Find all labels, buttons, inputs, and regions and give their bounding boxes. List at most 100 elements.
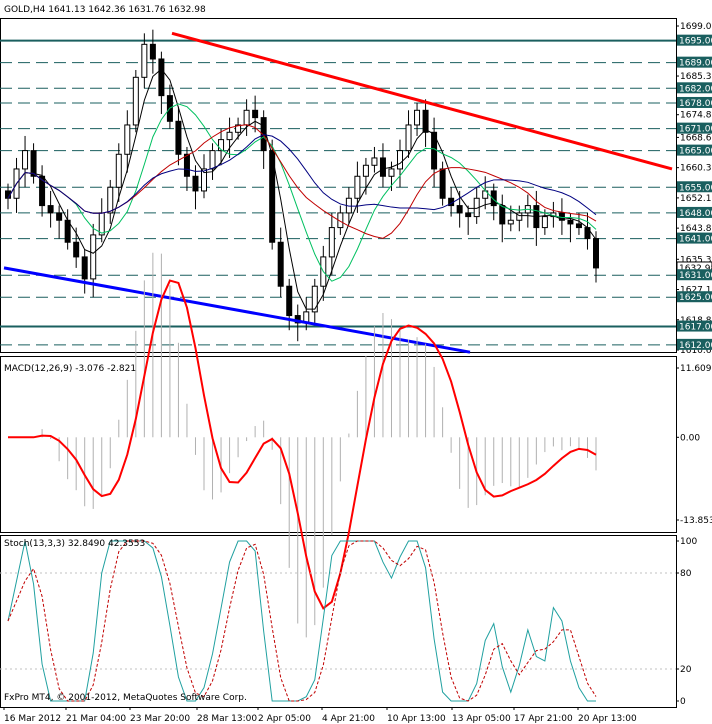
candle-body xyxy=(192,175,199,192)
copyright-text: FxPro MT4, © 2001-2012, MetaQuotes Softw… xyxy=(4,693,247,703)
y-tick-label: 1668.60 xyxy=(680,133,712,143)
candle-body xyxy=(575,223,582,229)
y-tick-label: 1627.10 xyxy=(680,286,712,296)
x-tick-label: 23 Mar 20:00 xyxy=(130,714,190,724)
candle-body xyxy=(541,216,548,229)
candle-body xyxy=(73,241,80,258)
macd-header: MACD(12,26,9) -3.076 -2.821 xyxy=(4,364,137,374)
candle-body xyxy=(499,205,506,225)
x-tick-label: 16 Mar 2012 xyxy=(4,714,61,724)
level-label-box xyxy=(677,291,712,303)
level-label: 1631.00 xyxy=(679,271,712,281)
y-tick-label: 1635.35 xyxy=(680,255,712,265)
macd-tick-label: 0.00 xyxy=(680,433,700,443)
candle-body xyxy=(269,150,276,243)
candle-body xyxy=(30,150,37,177)
stoch-tick-label: 100 xyxy=(680,537,697,547)
stoch-tick-label: 20 xyxy=(680,665,692,675)
candle-body xyxy=(439,168,446,199)
candle-body xyxy=(516,212,523,221)
main-panel-frame xyxy=(0,18,677,353)
candle-body xyxy=(218,139,225,152)
candle-body xyxy=(456,205,463,214)
candle-body xyxy=(81,256,88,280)
candle-body xyxy=(328,227,335,258)
candle-body xyxy=(226,131,233,141)
level-label: 1682.00 xyxy=(679,84,712,94)
x-tick-label: 4 Apr 21:00 xyxy=(322,714,375,724)
level-label: 1632.98 xyxy=(679,264,712,274)
macd-panel-frame xyxy=(0,356,677,533)
candle-body xyxy=(379,157,386,177)
stoch-panel-frame xyxy=(0,535,677,708)
level-label-box xyxy=(677,96,712,108)
level-label: 1648.00 xyxy=(679,209,712,219)
level-label-box xyxy=(677,56,712,68)
level-label-box xyxy=(677,320,712,332)
candle-body xyxy=(39,175,46,207)
resistance-trendline xyxy=(171,31,673,171)
candle-body xyxy=(124,124,131,155)
candle-body xyxy=(414,109,421,126)
level-label-box xyxy=(677,269,712,281)
level-label: 1678.00 xyxy=(679,99,712,109)
candle-body xyxy=(56,212,63,221)
candle-body xyxy=(490,190,497,207)
level-label-box xyxy=(677,232,712,244)
candle-body xyxy=(115,153,122,188)
level-label: 1617.00 xyxy=(679,323,712,333)
candle-body xyxy=(252,109,259,119)
level-label: 1641.00 xyxy=(679,235,712,245)
macd-signal-line xyxy=(8,279,597,610)
candle-body xyxy=(90,234,97,280)
candle-body xyxy=(201,168,207,192)
level-label-box xyxy=(677,206,712,218)
level-label: 1695.00 xyxy=(679,37,712,47)
candle-body xyxy=(405,124,412,152)
x-tick-label: 10 Apr 13:00 xyxy=(387,714,446,724)
candle-body xyxy=(22,150,29,170)
candle-body xyxy=(209,150,216,170)
macd-tick-label: -13.853 xyxy=(680,516,712,526)
level-label: 1655.00 xyxy=(679,183,712,193)
x-tick-label: 21 Mar 04:00 xyxy=(66,714,126,724)
y-tick-label: 1652.10 xyxy=(680,194,712,204)
macd-tick-label: 11.609 xyxy=(680,364,712,374)
candle-body xyxy=(47,205,54,214)
stoch-tick-label: 80 xyxy=(680,569,692,579)
candle-body xyxy=(371,157,378,166)
stoch-header: Stoch(13,3,3) 32.8490 42.3553 xyxy=(4,539,146,549)
candle-body xyxy=(158,58,165,97)
x-tick-label: 20 Apr 13:00 xyxy=(578,714,637,724)
candle-body xyxy=(149,43,156,60)
candle-body xyxy=(132,76,139,126)
candle-body xyxy=(235,124,242,133)
y-tick-label: 1643.85 xyxy=(680,224,712,234)
candle-body xyxy=(107,186,114,214)
level-label-box xyxy=(677,181,712,193)
candle-body xyxy=(362,164,369,177)
candle-body xyxy=(465,212,472,218)
x-tick-label: 28 Mar 13:00 xyxy=(197,714,257,724)
candle-body xyxy=(422,109,429,133)
y-tick-label: 1699.00 xyxy=(680,22,712,32)
candle-body xyxy=(175,120,182,155)
candle-body xyxy=(183,153,190,177)
x-tick-label: 17 Apr 21:00 xyxy=(514,714,573,724)
y-tick-label: 1610.60 xyxy=(680,346,712,356)
candle-body xyxy=(141,43,148,78)
x-tick-label: 2 Apr 05:00 xyxy=(258,714,311,724)
candle-body xyxy=(243,109,250,126)
stoch-signal-line xyxy=(7,540,597,702)
y-tick-label: 1674.80 xyxy=(680,111,712,121)
candle-body xyxy=(277,241,284,287)
candle-body xyxy=(388,168,395,177)
level-label-box xyxy=(677,144,712,156)
candle-body xyxy=(286,285,293,317)
y-tick-label: 1660.35 xyxy=(680,164,712,174)
level-label: 1625.00 xyxy=(679,293,712,303)
level-label: 1612.00 xyxy=(679,341,712,351)
candle-body xyxy=(567,219,574,225)
